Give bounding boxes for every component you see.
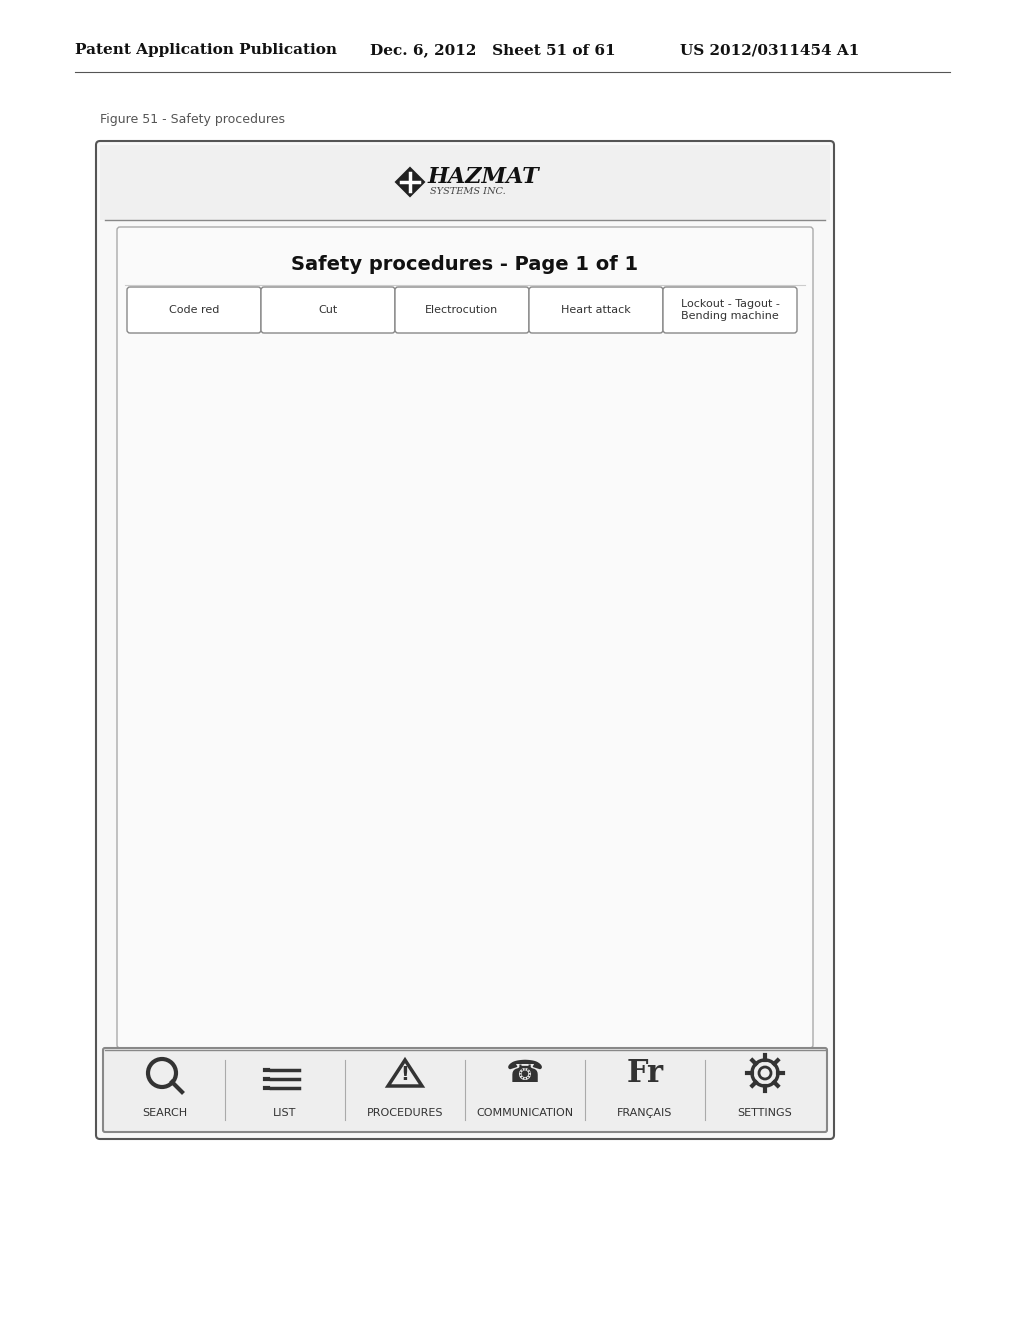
FancyBboxPatch shape <box>117 227 813 1048</box>
Text: US 2012/0311454 A1: US 2012/0311454 A1 <box>680 44 859 57</box>
Text: HAZMAT: HAZMAT <box>428 166 540 187</box>
Polygon shape <box>396 168 424 195</box>
Text: Cut: Cut <box>318 305 338 315</box>
Text: Safety procedures - Page 1 of 1: Safety procedures - Page 1 of 1 <box>292 256 639 275</box>
Text: Electrocution: Electrocution <box>425 305 499 315</box>
Text: ☎: ☎ <box>506 1059 544 1088</box>
Text: Figure 51 - Safety procedures: Figure 51 - Safety procedures <box>100 114 285 127</box>
Text: SETTINGS: SETTINGS <box>737 1107 793 1118</box>
FancyBboxPatch shape <box>529 286 663 333</box>
FancyBboxPatch shape <box>103 1048 827 1133</box>
FancyBboxPatch shape <box>663 286 797 333</box>
Text: Heart attack: Heart attack <box>561 305 631 315</box>
FancyBboxPatch shape <box>395 286 529 333</box>
Bar <box>100 145 830 220</box>
Text: Patent Application Publication: Patent Application Publication <box>75 44 337 57</box>
Text: PROCEDURES: PROCEDURES <box>367 1107 443 1118</box>
FancyBboxPatch shape <box>96 141 834 1139</box>
FancyBboxPatch shape <box>261 286 395 333</box>
Text: SYSTEMS INC.: SYSTEMS INC. <box>430 186 506 195</box>
FancyBboxPatch shape <box>127 286 261 333</box>
Text: FRANÇAIS: FRANÇAIS <box>617 1107 673 1118</box>
Text: LIST: LIST <box>273 1107 297 1118</box>
Text: Fr: Fr <box>627 1057 664 1089</box>
Text: COMMUNICATION: COMMUNICATION <box>476 1107 573 1118</box>
Text: Dec. 6, 2012   Sheet 51 of 61: Dec. 6, 2012 Sheet 51 of 61 <box>370 44 615 57</box>
Text: SEARCH: SEARCH <box>142 1107 187 1118</box>
Text: Lockout - Tagout -
Bending machine: Lockout - Tagout - Bending machine <box>681 300 779 321</box>
Text: Code red: Code red <box>169 305 219 315</box>
Text: !: ! <box>400 1065 410 1085</box>
